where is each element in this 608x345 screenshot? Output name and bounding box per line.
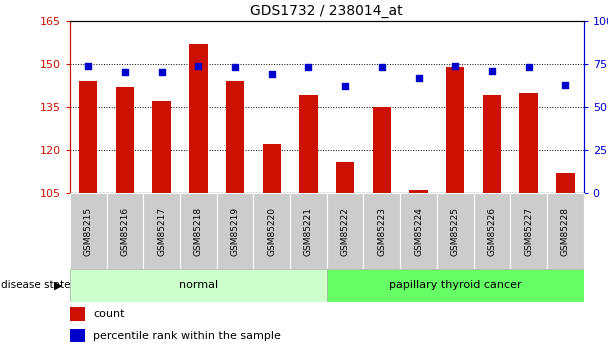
Text: GSM85222: GSM85222 xyxy=(340,207,350,256)
Bar xyxy=(106,193,143,269)
Text: GSM85215: GSM85215 xyxy=(84,207,93,256)
Text: ▶: ▶ xyxy=(54,280,62,290)
Bar xyxy=(143,193,180,269)
Point xyxy=(377,65,387,70)
Bar xyxy=(373,107,391,193)
Point xyxy=(120,70,130,75)
Text: GSM85228: GSM85228 xyxy=(561,207,570,256)
Point xyxy=(157,70,167,75)
Text: papillary thyroid cancer: papillary thyroid cancer xyxy=(389,280,522,290)
Text: normal: normal xyxy=(179,280,218,290)
Text: GSM85224: GSM85224 xyxy=(414,207,423,256)
Point xyxy=(267,71,277,77)
Bar xyxy=(446,67,465,193)
Point xyxy=(83,63,93,68)
Point xyxy=(340,83,350,89)
Bar xyxy=(290,193,327,269)
Point xyxy=(413,75,423,80)
Text: GSM85225: GSM85225 xyxy=(451,207,460,256)
Text: percentile rank within the sample: percentile rank within the sample xyxy=(93,331,281,341)
Text: GSM85216: GSM85216 xyxy=(120,207,130,256)
Bar xyxy=(189,44,207,193)
Point xyxy=(451,63,460,68)
Bar xyxy=(327,269,584,302)
Bar xyxy=(519,92,538,193)
Bar xyxy=(153,101,171,193)
Bar xyxy=(483,96,501,193)
Bar xyxy=(336,161,354,193)
Bar xyxy=(216,193,254,269)
Bar xyxy=(510,193,547,269)
Point xyxy=(230,65,240,70)
Bar xyxy=(409,190,427,193)
Text: GSM85217: GSM85217 xyxy=(157,207,166,256)
Text: GSM85227: GSM85227 xyxy=(524,207,533,256)
Bar xyxy=(400,193,437,269)
Text: GSM85223: GSM85223 xyxy=(378,207,386,256)
Text: GSM85220: GSM85220 xyxy=(268,207,276,256)
Point xyxy=(487,68,497,73)
Title: GDS1732 / 238014_at: GDS1732 / 238014_at xyxy=(250,4,403,18)
Text: count: count xyxy=(93,309,125,319)
Bar xyxy=(299,96,317,193)
Bar xyxy=(556,173,575,193)
Point xyxy=(303,65,313,70)
Bar xyxy=(474,193,510,269)
Bar xyxy=(547,193,584,269)
Text: disease state: disease state xyxy=(1,280,70,290)
Bar xyxy=(70,329,85,342)
Text: GSM85218: GSM85218 xyxy=(194,207,203,256)
Point xyxy=(523,65,533,70)
Bar xyxy=(263,144,281,193)
Text: GSM85221: GSM85221 xyxy=(304,207,313,256)
Point xyxy=(193,63,203,68)
Bar xyxy=(70,269,327,302)
Bar xyxy=(364,193,400,269)
Bar xyxy=(79,81,97,193)
Point xyxy=(561,82,570,87)
Bar xyxy=(254,193,290,269)
Bar xyxy=(116,87,134,193)
Bar xyxy=(70,307,85,321)
Bar xyxy=(70,193,106,269)
Bar xyxy=(226,81,244,193)
Bar xyxy=(437,193,474,269)
Bar xyxy=(180,193,216,269)
Text: GSM85219: GSM85219 xyxy=(230,207,240,256)
Bar xyxy=(327,193,364,269)
Text: GSM85226: GSM85226 xyxy=(488,207,497,256)
